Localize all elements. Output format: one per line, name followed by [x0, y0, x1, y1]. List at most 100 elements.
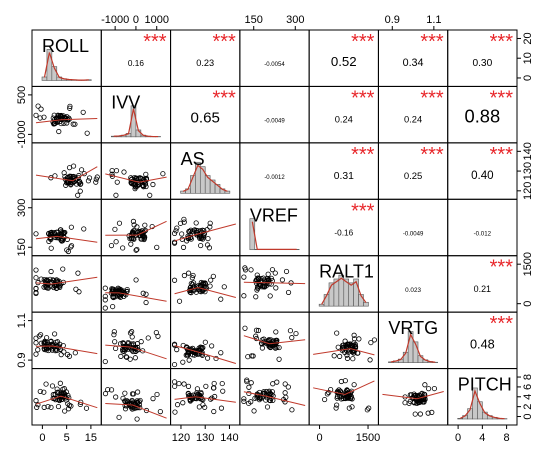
scatter-point — [138, 339, 144, 345]
correlation-value: -0.0049 — [264, 119, 285, 125]
scatter-point — [102, 358, 108, 365]
correlation-value: 0.30 — [472, 58, 492, 69]
density-curve — [321, 277, 367, 305]
scatter-point — [41, 114, 47, 120]
scatter-point — [285, 384, 291, 390]
scatter-point — [181, 216, 187, 222]
scatter-point — [264, 404, 271, 410]
scatter-point — [198, 242, 204, 249]
scatter-point — [181, 381, 187, 387]
scatter-point — [261, 284, 267, 290]
significance-stars: *** — [490, 31, 514, 53]
scatter-point — [120, 341, 127, 347]
scatter-point — [351, 332, 357, 338]
scatter-point — [113, 192, 119, 198]
scatter-point — [65, 248, 71, 255]
scatter-point — [73, 286, 79, 292]
fit-line — [35, 345, 98, 355]
scatter-point — [54, 386, 60, 392]
axis-tick-label: 150 — [16, 238, 28, 256]
scatter-point — [67, 103, 73, 109]
fit-line — [35, 395, 98, 409]
fit-line — [105, 292, 167, 302]
significance-stars: *** — [351, 87, 375, 109]
scatter-point — [33, 398, 39, 404]
scatter-point — [282, 390, 288, 396]
axis-tick-label: 0.9 — [385, 14, 400, 26]
scatter-point — [58, 396, 64, 403]
scatter-point — [422, 382, 428, 388]
density-curve — [43, 52, 89, 81]
scatter-point — [322, 396, 328, 403]
scatter-point — [174, 402, 181, 408]
scatter-point — [35, 402, 41, 408]
scatter-point — [127, 401, 133, 407]
scatter-point — [346, 405, 352, 411]
scatter-point — [279, 277, 286, 283]
scatter-point — [202, 404, 208, 410]
correlation-value: 0.48 — [470, 336, 495, 351]
scatter-point — [174, 225, 180, 231]
scatter-point — [351, 382, 357, 388]
scatter-point — [336, 387, 342, 393]
scatter-point — [123, 354, 129, 360]
panels-layer: ROLL IVV AS VREF RALT1 VRTG PITCH 0.16 *** 0.23 **… — [31, 29, 518, 426]
panel-frame — [100, 255, 172, 313]
scatter-point — [145, 335, 151, 341]
density-curve — [459, 389, 505, 420]
histogram-bar — [477, 401, 483, 420]
scatter-point — [111, 329, 117, 335]
scatter-point — [112, 339, 118, 345]
scatter-point — [140, 184, 147, 190]
scatter-point — [289, 407, 295, 413]
scatter-point — [81, 226, 87, 232]
scatter-point — [135, 175, 142, 182]
scatter-point — [61, 349, 67, 355]
scatter-point — [45, 403, 51, 410]
scatter-point — [285, 289, 292, 296]
scatter-point — [105, 386, 111, 393]
scatter-point — [57, 380, 63, 386]
correlation-value: -0.16 — [334, 229, 353, 238]
scatter-point — [54, 232, 60, 239]
fit-line — [105, 344, 167, 360]
panel-frame — [31, 142, 102, 200]
scatter-point — [118, 353, 124, 359]
scatter-point — [142, 222, 148, 228]
scatter-point — [108, 387, 115, 393]
scatter-point — [126, 233, 132, 239]
scatter-point — [109, 286, 116, 292]
scatter-point — [272, 344, 278, 350]
fit-line — [243, 335, 306, 345]
scatter-point — [102, 297, 108, 303]
scatter-point — [93, 176, 99, 182]
scatter-point — [38, 340, 44, 346]
scatter-point — [188, 227, 194, 233]
correlation-value: 0.24 — [404, 115, 422, 125]
density-curve — [182, 164, 228, 192]
scatter-point — [150, 396, 156, 402]
scatter-point — [116, 220, 123, 226]
scatter-point — [204, 242, 211, 248]
correlation-value: -0.0049 — [403, 232, 424, 238]
variable-label: AS — [181, 149, 205, 169]
scatter-point — [49, 383, 56, 389]
correlation-value: 0.16 — [128, 59, 144, 68]
fit-line — [105, 403, 167, 419]
scatter-point — [33, 267, 39, 273]
scatter-point — [135, 389, 141, 395]
scatter-point — [117, 294, 124, 300]
axis-tick-label: 8 — [522, 374, 534, 380]
scatter-point — [68, 243, 75, 249]
scatter-point — [196, 351, 202, 357]
scatter-point — [129, 329, 135, 335]
scatter-point — [70, 121, 76, 127]
scatter-point — [210, 273, 216, 279]
scatter-point — [344, 355, 351, 361]
histogram-bar — [224, 190, 231, 194]
scatter-point — [172, 409, 178, 415]
scatter-point — [402, 400, 408, 406]
scatter-point — [186, 357, 192, 363]
scatter-point — [62, 391, 68, 397]
scatter-point — [219, 380, 225, 387]
